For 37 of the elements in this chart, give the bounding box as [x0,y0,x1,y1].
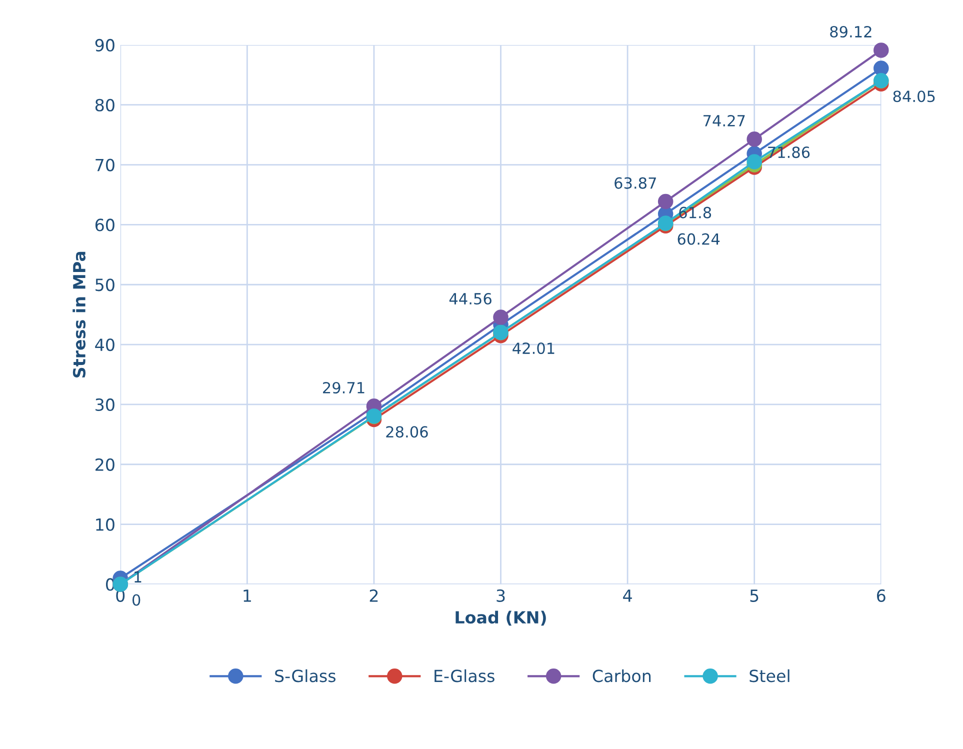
y-tick-label: 40 [95,338,114,352]
data-label: 1 [134,571,142,582]
point [493,310,508,325]
y-axis-title: Stress in MPa [72,252,86,378]
data-label: 89.12 [830,26,872,38]
y-tick-label: 80 [95,98,114,112]
y-tick-label: 50 [96,278,114,292]
x-tick-label: 3 [496,589,505,602]
legend-label: Carbon [592,669,651,682]
y-tick-label: 70 [96,158,114,172]
data-label: 60.24 [678,233,720,245]
point [746,132,762,147]
y-tick-label: 90 [95,38,114,52]
point [874,42,889,58]
x-tick-label: 6 [877,589,886,602]
y-tick-label: 20 [96,458,114,471]
data-label: 29.71 [323,382,364,394]
point [874,60,889,76]
data-label: 42.01 [512,342,554,354]
x-tick-label: 2 [370,589,378,602]
x-tick-label: 4 [623,590,632,602]
point [658,194,674,210]
legend-label: S-Glass [275,669,336,682]
y-tick-label: 10 [96,518,114,531]
x-tick-label: 1 [244,590,251,602]
data-label: 74.27 [704,114,745,126]
y-tick-label: 60 [95,218,114,232]
legend-label: Steel [750,669,790,682]
data-label: 28.06 [386,426,428,438]
x-axis-title: Load (KN) [456,610,546,626]
y-tick-label: 30 [96,398,114,412]
point [746,154,762,170]
x-tick-label: 5 [750,590,758,602]
data-label: 44.56 [449,292,492,305]
data-label: 63.87 [614,177,656,189]
legend-label: E-Glass [434,669,494,682]
data-label: 84.05 [893,90,935,102]
